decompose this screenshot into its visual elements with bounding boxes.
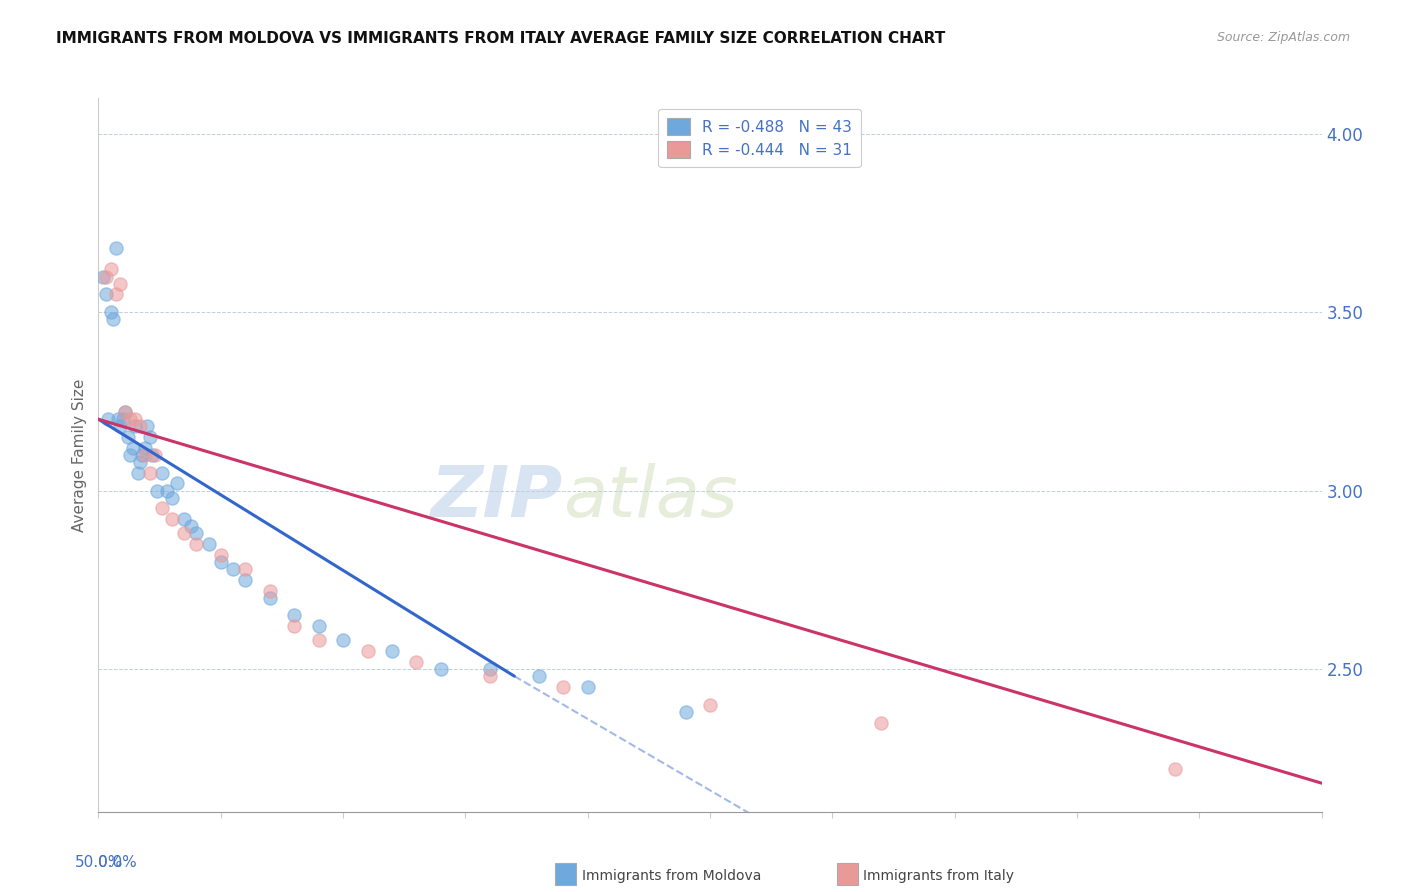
- Point: [117, 430, 139, 444]
- Point: [160, 491, 183, 505]
- Point: [134, 448, 156, 462]
- Point: [699, 698, 721, 712]
- Point: [675, 705, 697, 719]
- Point: [129, 455, 152, 469]
- Point: [166, 476, 188, 491]
- Point: [430, 662, 453, 676]
- Point: [111, 412, 134, 426]
- Point: [110, 419, 132, 434]
- Text: ZIP: ZIP: [432, 463, 564, 533]
- Point: [356, 644, 378, 658]
- Point: [100, 262, 122, 277]
- Text: Source: ZipAtlas.com: Source: ZipAtlas.com: [1216, 31, 1350, 45]
- Point: [233, 562, 256, 576]
- Point: [381, 644, 404, 658]
- Point: [209, 548, 232, 562]
- Point: [1164, 762, 1187, 776]
- Point: [173, 512, 195, 526]
- Point: [120, 448, 142, 462]
- Point: [478, 669, 501, 683]
- Text: Immigrants from Moldova: Immigrants from Moldova: [582, 869, 762, 883]
- Legend: R = -0.488   N = 43, R = -0.444   N = 31: R = -0.488 N = 43, R = -0.444 N = 31: [658, 110, 862, 167]
- Text: IMMIGRANTS FROM MOLDOVA VS IMMIGRANTS FROM ITALY AVERAGE FAMILY SIZE CORRELATION: IMMIGRANTS FROM MOLDOVA VS IMMIGRANTS FR…: [56, 31, 945, 46]
- Point: [114, 405, 136, 419]
- Text: 0.0%: 0.0%: [98, 855, 138, 870]
- Point: [259, 583, 281, 598]
- Point: [870, 715, 893, 730]
- Point: [222, 562, 245, 576]
- Point: [114, 405, 136, 419]
- Text: 50.0%: 50.0%: [75, 855, 122, 870]
- Point: [139, 430, 162, 444]
- Point: [233, 573, 256, 587]
- Point: [180, 519, 202, 533]
- Point: [332, 633, 354, 648]
- Point: [160, 512, 183, 526]
- Point: [94, 287, 117, 301]
- Point: [104, 241, 127, 255]
- Point: [100, 305, 122, 319]
- Point: [576, 680, 599, 694]
- Point: [136, 419, 159, 434]
- Point: [97, 412, 120, 426]
- Point: [150, 466, 173, 480]
- Point: [139, 466, 162, 480]
- Point: [124, 419, 146, 434]
- Point: [91, 269, 114, 284]
- Point: [101, 312, 124, 326]
- Point: [173, 526, 195, 541]
- Point: [124, 412, 146, 426]
- Point: [141, 448, 163, 462]
- Point: [308, 633, 330, 648]
- Point: [527, 669, 550, 683]
- Point: [104, 287, 127, 301]
- Point: [259, 591, 281, 605]
- Point: [283, 619, 305, 633]
- Point: [120, 412, 142, 426]
- Point: [146, 483, 169, 498]
- Point: [94, 269, 117, 284]
- Point: [110, 277, 132, 291]
- Point: [129, 419, 152, 434]
- Point: [209, 555, 232, 569]
- Point: [143, 448, 166, 462]
- Point: [131, 448, 153, 462]
- Point: [197, 537, 219, 551]
- Point: [405, 655, 427, 669]
- Point: [283, 608, 305, 623]
- Point: [186, 526, 208, 541]
- Y-axis label: Average Family Size: Average Family Size: [72, 378, 87, 532]
- Point: [127, 466, 149, 480]
- Text: Immigrants from Italy: Immigrants from Italy: [863, 869, 1014, 883]
- Point: [121, 441, 143, 455]
- Point: [478, 662, 501, 676]
- Point: [150, 501, 173, 516]
- Point: [553, 680, 575, 694]
- Point: [156, 483, 179, 498]
- Point: [107, 412, 129, 426]
- Point: [134, 441, 156, 455]
- Point: [186, 537, 208, 551]
- Point: [308, 619, 330, 633]
- Text: atlas: atlas: [564, 463, 738, 533]
